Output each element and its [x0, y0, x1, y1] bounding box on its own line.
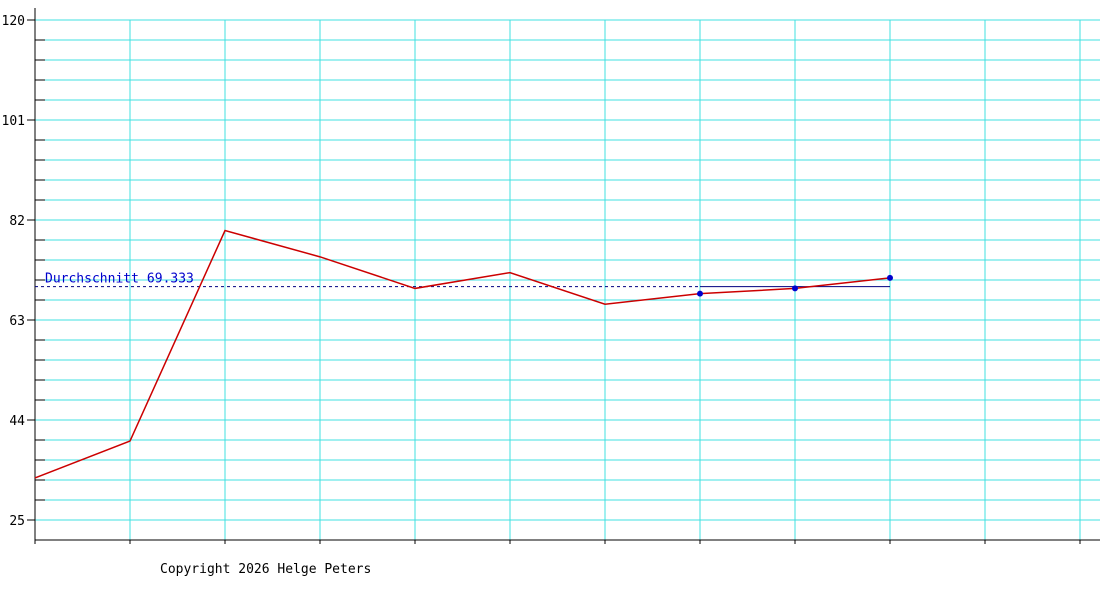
- average-label-value: 69.333: [147, 272, 194, 287]
- data-line: [34, 229, 891, 479]
- data-marker: [887, 274, 893, 281]
- y-tick-label: 25: [9, 514, 25, 529]
- y-tick-label: 82: [9, 214, 25, 229]
- footer: Copyright 2026 Helge Peters: [160, 562, 371, 577]
- y-tick-label: 44: [9, 414, 25, 429]
- data-marker: [697, 290, 703, 297]
- y-tick-label: 101: [2, 114, 25, 129]
- y-tick-label: 63: [9, 314, 25, 329]
- y-tick-label: 120: [2, 14, 25, 29]
- average-label-text: Durchschnitt: [45, 272, 139, 287]
- average-label: Durchschnitt 69.333: [45, 272, 194, 287]
- data-marker: [792, 285, 798, 292]
